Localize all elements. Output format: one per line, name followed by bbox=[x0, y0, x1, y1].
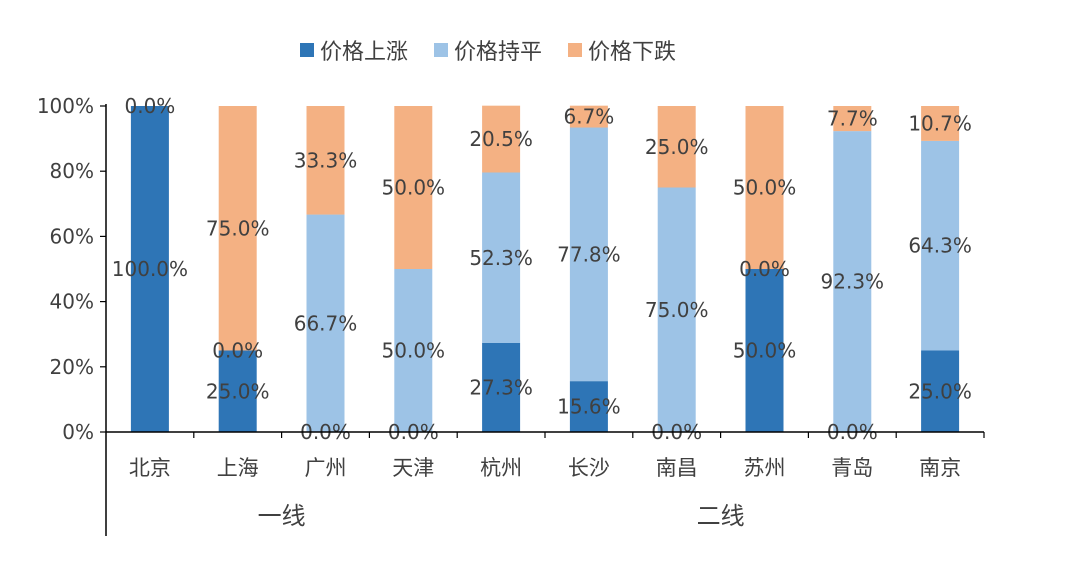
data-label-5-0: 15.6% bbox=[557, 395, 621, 419]
data-label-4-1: 52.3% bbox=[469, 246, 533, 270]
bar-segment-7-0 bbox=[745, 269, 784, 432]
group-label-0: 一线 bbox=[258, 502, 306, 530]
data-label-7-0: 50.0% bbox=[733, 339, 797, 363]
data-label-8-2: 7.7% bbox=[827, 107, 878, 131]
x-category-label-7: 苏州 bbox=[744, 456, 786, 480]
legend-swatch-flat bbox=[434, 43, 449, 57]
y-tick-label-2: 40% bbox=[50, 290, 94, 314]
data-label-1-0: 25.0% bbox=[206, 379, 270, 403]
data-label-4-2: 20.5% bbox=[469, 127, 533, 151]
x-category-label-2: 广州 bbox=[305, 456, 347, 480]
data-label-5-2: 6.7% bbox=[563, 105, 614, 129]
bar-segment-6-1 bbox=[657, 187, 696, 432]
data-label-0-2: 0.0% bbox=[124, 94, 175, 118]
data-label-0-0: 100.0% bbox=[112, 257, 188, 281]
bar-segment-8-1 bbox=[833, 131, 872, 433]
bar-segment-1-0 bbox=[218, 350, 257, 432]
legend: 价格上涨 价格持平 价格下跌 bbox=[300, 34, 676, 66]
x-category-label-3: 天津 bbox=[392, 456, 434, 480]
x-category-label-4: 杭州 bbox=[480, 456, 522, 480]
bar-segment-0-0 bbox=[130, 106, 169, 432]
bar-segment-2-1 bbox=[306, 214, 345, 432]
bar-segment-5-0 bbox=[569, 381, 608, 432]
data-label-2-2: 33.3% bbox=[294, 148, 358, 172]
data-label-1-2: 75.0% bbox=[206, 216, 270, 240]
x-category-label-6: 南昌 bbox=[656, 456, 698, 480]
bar-segment-9-2 bbox=[921, 106, 960, 141]
bar-segment-4-2 bbox=[482, 105, 521, 173]
data-label-7-1: 0.0% bbox=[739, 257, 790, 281]
y-tick-label-5: 100% bbox=[37, 94, 94, 118]
legend-swatch-down bbox=[568, 43, 583, 57]
data-label-3-1: 50.0% bbox=[382, 339, 446, 363]
data-label-3-2: 50.0% bbox=[382, 176, 446, 200]
legend-label-up: 价格上涨 bbox=[320, 40, 409, 65]
bar-segment-5-1 bbox=[569, 127, 608, 382]
bar-segment-6-2 bbox=[657, 106, 696, 188]
bar-segment-2-2 bbox=[306, 106, 345, 215]
legend-item-flat: 价格持平 bbox=[434, 34, 542, 66]
legend-swatch-up bbox=[300, 43, 314, 57]
y-tick-label-1: 20% bbox=[50, 355, 94, 379]
data-label-1-1: 0.0% bbox=[212, 339, 263, 363]
data-label-6-2: 25.0% bbox=[645, 135, 709, 159]
x-category-label-0: 北京 bbox=[129, 456, 171, 480]
bar-segment-3-2 bbox=[394, 106, 433, 269]
data-label-9-1: 64.3% bbox=[908, 234, 972, 258]
group-label-1: 二线 bbox=[697, 502, 745, 530]
data-label-4-0: 27.3% bbox=[469, 376, 533, 400]
data-label-9-0: 25.0% bbox=[908, 379, 972, 403]
bar-segment-4-0 bbox=[482, 343, 521, 432]
bar-segment-5-2 bbox=[569, 105, 608, 128]
data-label-6-1: 75.0% bbox=[645, 298, 709, 322]
bar-segment-3-1 bbox=[394, 269, 433, 432]
y-tick-label-0: 0% bbox=[62, 420, 94, 444]
x-category-label-9: 南京 bbox=[919, 456, 961, 480]
y-tick-label-4: 80% bbox=[50, 159, 94, 183]
legend-item-up: 价格上涨 bbox=[300, 34, 408, 66]
bar-segment-1-2 bbox=[218, 106, 257, 351]
x-category-label-8: 青岛 bbox=[831, 456, 873, 480]
data-label-7-2: 50.0% bbox=[733, 176, 797, 200]
bar-segment-9-0 bbox=[921, 350, 960, 432]
x-category-label-1: 上海 bbox=[217, 456, 259, 480]
legend-label-down: 价格下跌 bbox=[588, 40, 677, 65]
y-tick-label-3: 60% bbox=[50, 224, 94, 248]
bar-segment-7-2 bbox=[745, 106, 784, 269]
data-label-5-1: 77.8% bbox=[557, 242, 621, 266]
data-label-9-2: 10.7% bbox=[908, 111, 972, 135]
data-label-8-1: 92.3% bbox=[821, 270, 885, 294]
bar-segment-8-2 bbox=[833, 106, 872, 132]
legend-label-flat: 价格持平 bbox=[454, 40, 543, 65]
legend-item-down: 价格下跌 bbox=[568, 34, 676, 66]
bar-segment-9-1 bbox=[921, 140, 960, 351]
x-category-label-5: 长沙 bbox=[568, 456, 610, 480]
bar-segment-4-1 bbox=[482, 172, 521, 344]
data-label-2-1: 66.7% bbox=[294, 311, 358, 335]
